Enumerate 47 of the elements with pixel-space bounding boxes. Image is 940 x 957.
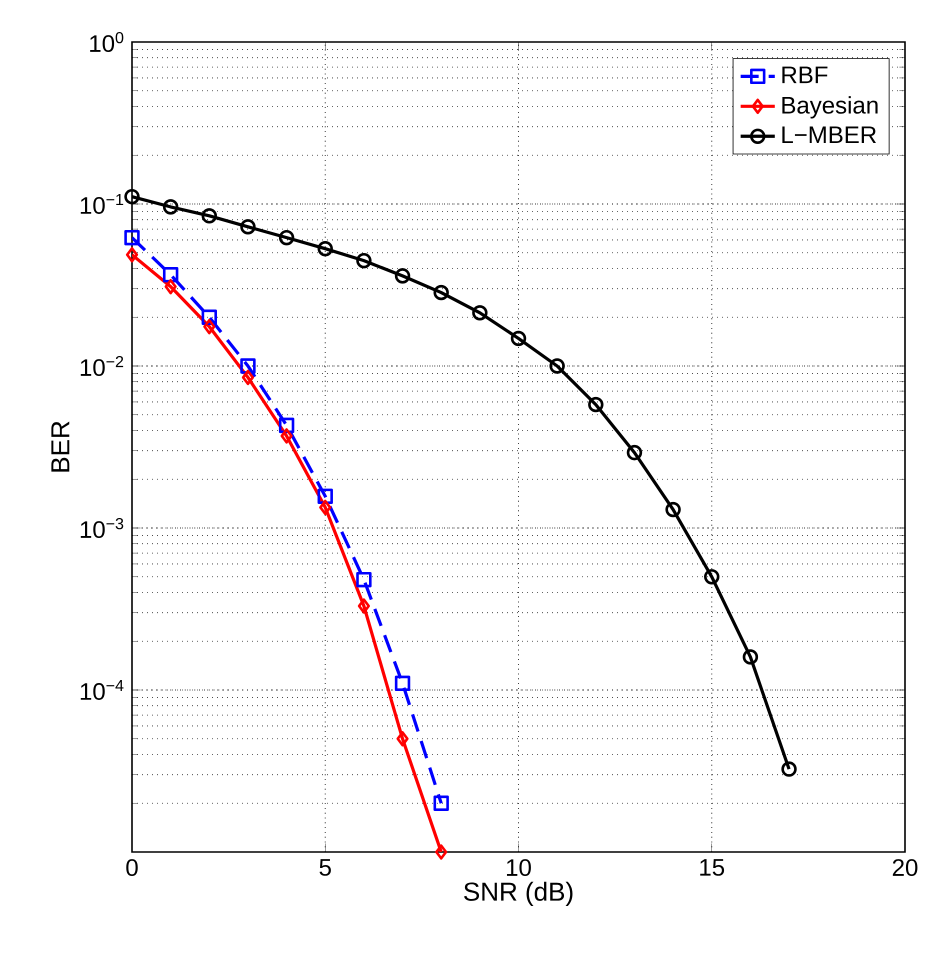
- point: [626, 444, 642, 460]
- y-tick-label: 10$^{0}$: [90, 32, 124, 52]
- point: [510, 330, 526, 346]
- point: [240, 219, 256, 235]
- point: [704, 569, 720, 584]
- x-axis-title: SNR (dB): [464, 882, 572, 906]
- point: [394, 268, 410, 284]
- point: [472, 305, 488, 321]
- point: [319, 500, 332, 516]
- point: [126, 247, 138, 262]
- point: [358, 598, 370, 614]
- point: [124, 230, 140, 246]
- point: [781, 761, 797, 777]
- point: [549, 358, 565, 374]
- point: [280, 428, 293, 444]
- point: [162, 199, 178, 215]
- point: [124, 188, 140, 204]
- x-tick-label: 0: [126, 859, 138, 876]
- y-axis-title: BER: [51, 421, 70, 472]
- point: [434, 284, 449, 300]
- legend-label: RBF: [782, 66, 828, 84]
- point: [203, 318, 216, 334]
- point: [665, 502, 681, 518]
- point: [356, 252, 372, 268]
- point: [164, 278, 177, 294]
- point: [278, 230, 294, 246]
- point: [434, 796, 449, 811]
- y-tick-label: 10$^{−1}$: [80, 194, 124, 214]
- point: [202, 208, 217, 224]
- point: [242, 370, 254, 386]
- y-tick-label: 10$^{−4}$: [80, 680, 124, 700]
- x-tick-label: 15: [700, 859, 724, 876]
- point: [162, 267, 178, 282]
- point: [356, 572, 372, 588]
- legend-label: L−MBER: [782, 126, 876, 144]
- legend-label: Bayesian: [782, 96, 878, 118]
- x-tick-label: 5: [320, 859, 331, 876]
- x-tick-label: 10: [506, 859, 531, 876]
- y-tick-label: 10$^{−2}$: [80, 356, 124, 376]
- point: [396, 731, 409, 746]
- x-tick-label: 20: [892, 859, 918, 876]
- point: [318, 240, 333, 256]
- y-tick-label: 10$^{−3}$: [80, 518, 124, 538]
- point: [394, 676, 410, 691]
- point: [742, 649, 758, 665]
- point: [588, 396, 604, 412]
- point: [435, 844, 448, 860]
